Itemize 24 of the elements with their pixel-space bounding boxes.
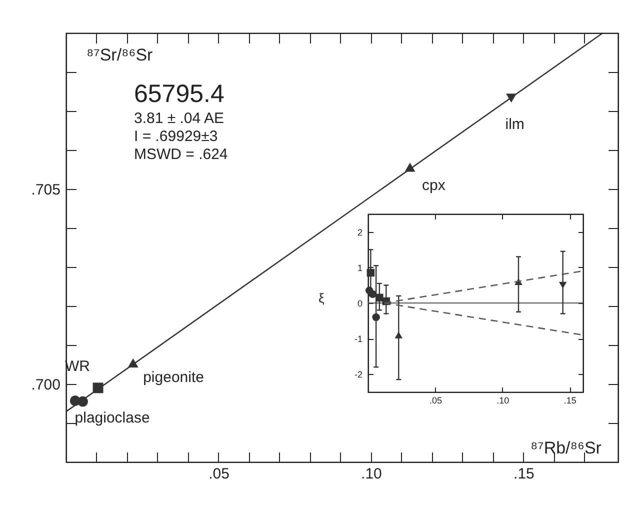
- x-tick-label: .10: [496, 396, 510, 406]
- y-tick-label: 0: [357, 298, 362, 308]
- y-tick-label: .700: [31, 376, 60, 394]
- annotation: MSWD = .624: [134, 146, 228, 164]
- annotation: 3.81 ± .04 AE: [134, 110, 225, 128]
- x-axis-title: ⁸⁷Rb/⁸⁶Sr: [530, 438, 602, 458]
- x-tick-label: .10: [361, 466, 382, 482]
- y-tick-label: 2: [357, 227, 362, 238]
- series-label: ilm: [505, 116, 524, 134]
- y-axis-title: ⁸⁷Sr/⁸⁶Sr: [86, 46, 154, 64]
- y-tick-label: -1: [354, 334, 362, 344]
- y-tick-label: .705: [31, 182, 60, 198]
- series-label: cpx: [422, 177, 446, 194]
- series-label: pigeonite: [143, 368, 204, 386]
- series-label: plagioclase: [74, 410, 150, 427]
- x-tick-label: .05: [208, 466, 230, 482]
- y-tick-label: 1: [357, 262, 362, 273]
- annotation: I = .69929±3: [134, 128, 219, 146]
- x-tick-label: .15: [564, 396, 576, 406]
- x-tick-label: .15: [514, 466, 534, 482]
- y-axis-title: ξ: [318, 290, 324, 306]
- x-tick-label: .05: [429, 396, 442, 406]
- annotation: 65795.4: [134, 79, 226, 110]
- y-tick-label: -2: [354, 370, 362, 380]
